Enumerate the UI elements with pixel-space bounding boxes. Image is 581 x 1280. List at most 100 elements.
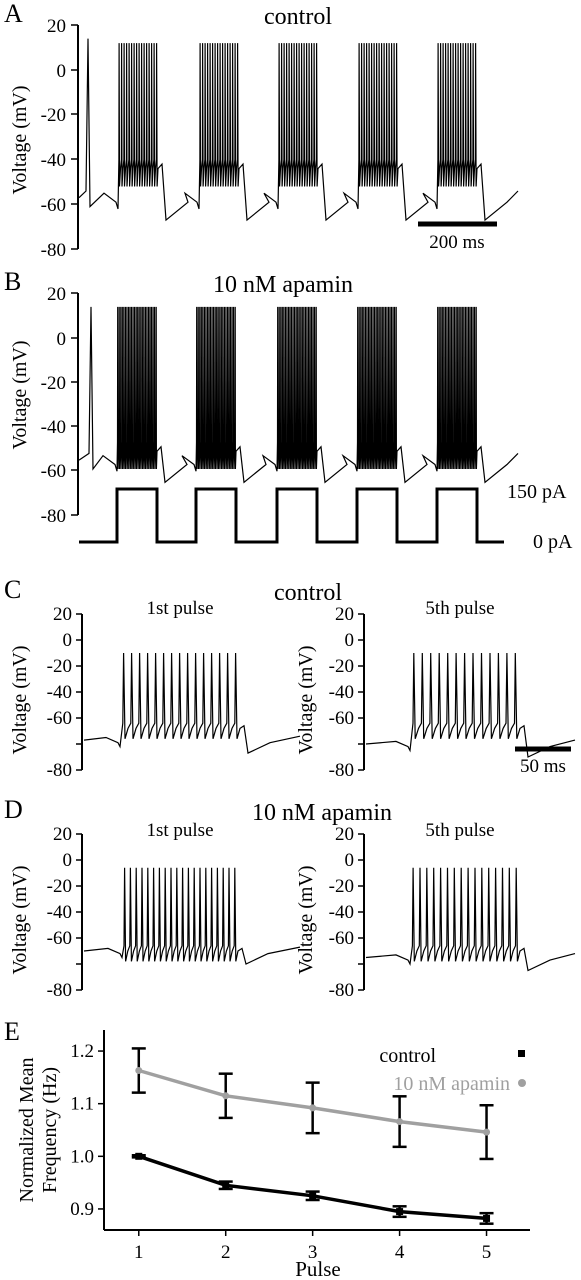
panel-d-first-pulse-trace <box>83 867 301 965</box>
panel-c-title: control <box>274 580 342 606</box>
panel-b-letter: B <box>4 267 21 296</box>
panel-b-current-step-protocol <box>79 487 504 544</box>
panel-a-voltage-trace <box>78 38 519 222</box>
panel-a-ytick-label: -40 <box>41 150 66 171</box>
data-point-control <box>483 1214 491 1222</box>
panel-c-right-title: 5th pulse <box>425 598 494 619</box>
panel-e: E Normalized Mean Frequency (Hz) Pulse 0… <box>4 1017 530 1280</box>
panel-a-title: control <box>264 4 332 30</box>
chart-xtick-label: 4 <box>395 1242 405 1263</box>
panel-c-letter: C <box>4 575 21 604</box>
panel-d-left-ytick-label: -60 <box>47 928 72 949</box>
panel-c-fifth-pulse-trace <box>365 652 576 758</box>
chart-plot-area: 0.9 1.0 1.1 1.2 1 2 3 4 5 <box>70 1030 530 1263</box>
panel-b-current-high-label: 150 pA <box>507 481 567 503</box>
chart-ytick-label: 1.0 <box>70 1146 94 1167</box>
panel-c-right-ytick-label: -40 <box>329 682 354 703</box>
data-point-control <box>222 1181 230 1189</box>
panel-d-right-ytick-label: -60 <box>329 928 354 949</box>
chart-ytick-label: 1.2 <box>70 1041 94 1062</box>
data-point-apamin <box>222 1092 230 1100</box>
panel-c-left-ytick-label: 0 <box>63 630 73 651</box>
panel-b-ytick-label: 0 <box>57 329 67 350</box>
panel-c-right-ytick-label: -60 <box>329 708 354 729</box>
data-point-apamin <box>396 1118 404 1126</box>
panel-d-left-ytick-label: -20 <box>47 876 72 897</box>
panel-d-right-title: 5th pulse <box>425 820 494 841</box>
panel-d-letter: D <box>4 795 23 824</box>
chart-ytick-label: 1.1 <box>70 1094 94 1115</box>
panel-c-left-yticks: 20 0 -20 -40 -60 -80 <box>47 604 82 781</box>
panel-c-right-ytick-label: -80 <box>329 760 354 781</box>
panel-a-yticks: 20 0 -20 -40 -60 -80 <box>41 16 78 261</box>
chart-xlabel: Pulse <box>295 1257 341 1280</box>
panel-a-ytick-label: 20 <box>47 16 66 37</box>
panel-a: A control Voltage (mV) 20 0 -20 -40 -60 … <box>4 0 519 261</box>
panel-d: D 10 nM apamin 1st pulse 5th pulse Volta… <box>4 795 576 1001</box>
panel-c-scalebar-label: 50 ms <box>520 756 566 777</box>
data-point-apamin <box>309 1104 317 1112</box>
panel-a-scalebar-label: 200 ms <box>429 232 484 253</box>
panel-c-left-ytick-label: -60 <box>47 708 72 729</box>
chart-xtick-label: 3 <box>308 1242 318 1263</box>
data-point-apamin <box>135 1067 143 1075</box>
panel-d-left-ytick-label: -40 <box>47 902 72 923</box>
panel-d-title: 10 nM apamin <box>252 800 392 826</box>
panel-d-fifth-pulse-trace <box>365 867 576 972</box>
panel-b-ytick-label: 20 <box>47 284 66 305</box>
panel-c-left-ytick-label: -20 <box>47 656 72 677</box>
panel-d-right-ytick-label: -40 <box>329 902 354 923</box>
panel-d-right-ytick-label: -80 <box>329 980 354 1001</box>
panel-d-left-ytick-label: 20 <box>53 824 72 845</box>
panel-d-right-ytick-label: -20 <box>329 876 354 897</box>
panel-c: C control 1st pulse 5th pulse Voltage (m… <box>4 575 576 781</box>
chart-xtick-label: 2 <box>221 1242 231 1263</box>
panel-c-right-ytick-label: 20 <box>335 604 354 625</box>
panel-b-yticks: 20 0 -20 -40 -60 -80 <box>41 284 78 527</box>
panel-a-ytick-label: -80 <box>41 240 66 261</box>
panel-d-left-ytick-label: 0 <box>63 850 73 871</box>
panel-d-left-title: 1st pulse <box>146 820 213 841</box>
panel-b-ytick-label: -80 <box>41 506 66 527</box>
chart-ytick-label: 0.9 <box>70 1199 94 1220</box>
panel-b-ytick-label: -40 <box>41 417 66 438</box>
panel-e-letter: E <box>4 1017 20 1046</box>
chart-ylabel-line-1: Normalized Mean <box>16 1058 38 1203</box>
panel-a-ytick-label: -20 <box>41 105 66 126</box>
chart-xtick-label: 1 <box>134 1242 144 1263</box>
chart-legend: control 10 nM apamin <box>379 1045 526 1095</box>
panel-d-left-yticks: 20 0 -20 -40 -60 -80 <box>47 824 82 1001</box>
data-point-control <box>309 1192 317 1200</box>
panel-c-first-pulse-trace <box>83 652 301 754</box>
panel-d-right-yticks: 20 0 -20 -40 -60 -80 <box>329 824 364 1001</box>
panel-d-right-ylabel: Voltage (mV) <box>295 865 317 974</box>
data-point-control <box>396 1208 404 1216</box>
panel-b-ylabel: Voltage (mV) <box>9 340 31 449</box>
data-point-control <box>135 1152 143 1160</box>
panel-c-left-ytick-label: -40 <box>47 682 72 703</box>
panel-d-right-ytick-label: 20 <box>335 824 354 845</box>
panel-c-right-ylabel: Voltage (mV) <box>295 645 317 754</box>
panel-b-ytick-label: -20 <box>41 373 66 394</box>
panel-b: B 10 nM apamin Voltage (mV) 20 0 -20 -40… <box>4 267 573 553</box>
panel-b-title: 10 nM apamin <box>213 272 353 298</box>
panel-d-left-ytick-label: -80 <box>47 980 72 1001</box>
panel-d-left-ylabel: Voltage (mV) <box>9 865 31 974</box>
panel-c-right-yticks: 20 0 -20 -40 -60 -80 <box>329 604 364 781</box>
panel-c-right-ytick-label: -20 <box>329 656 354 677</box>
legend-marker-apamin <box>518 1079 526 1087</box>
panel-a-letter: A <box>4 0 23 28</box>
panel-a-ytick-label: -60 <box>41 195 66 216</box>
panel-c-left-ytick-label: 20 <box>53 604 72 625</box>
series-line-control <box>138 1154 487 1221</box>
legend-label-apamin: 10 nM apamin <box>393 1073 510 1095</box>
panel-b-ytick-label: -60 <box>41 461 66 482</box>
chart-xtick-label: 5 <box>482 1242 492 1263</box>
chart-ylabel-line-2: Frequency (Hz) <box>39 1067 61 1193</box>
panel-a-ytick-label: 0 <box>57 61 67 82</box>
panel-c-left-title: 1st pulse <box>146 598 213 619</box>
legend-marker-control <box>518 1050 525 1057</box>
panel-c-left-ylabel: Voltage (mV) <box>9 645 31 754</box>
panel-d-right-ytick-label: 0 <box>345 850 355 871</box>
